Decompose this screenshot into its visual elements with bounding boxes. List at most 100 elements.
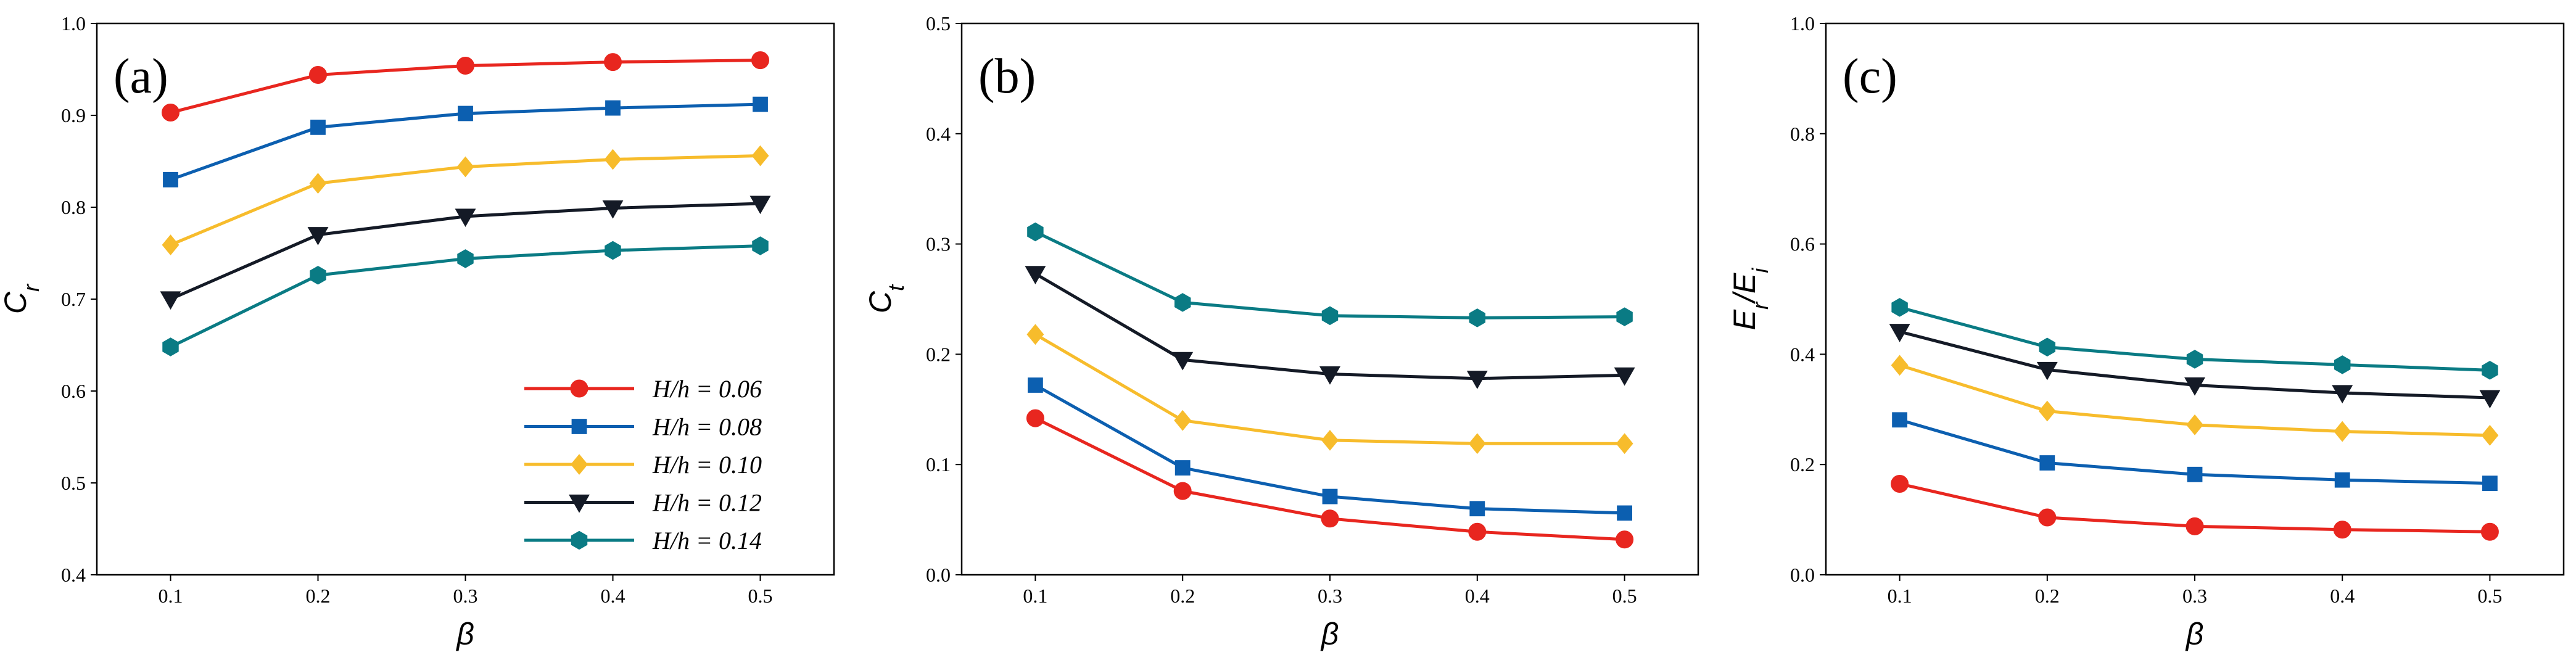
data-point — [1321, 429, 1339, 451]
data-point — [162, 234, 180, 255]
data-point — [751, 51, 769, 70]
data-point — [456, 57, 474, 75]
chart-panel-3: 0.1 0.2 0.3 0.4 0.5 0.0 0.2 0.4 0.6 0.8 1.0 β Er/Ei (… — [1727, 12, 2565, 651]
data-point — [753, 96, 768, 112]
x-axis-label: β — [2185, 617, 2204, 651]
series-h-h-0-06 — [1026, 409, 1634, 549]
data-point — [2036, 361, 2058, 381]
series-h-h-0-08 — [163, 96, 768, 187]
data-point — [310, 119, 326, 135]
data-point — [1466, 371, 1488, 389]
legend-label: H/h = 0.10 — [652, 451, 762, 479]
data-point — [2039, 455, 2055, 471]
series-h-h-0-06 — [1891, 474, 2499, 541]
x-tick-label: 0.2 — [306, 585, 331, 607]
data-point — [1889, 324, 1910, 342]
y-tick-label: 0.2 — [926, 343, 951, 365]
data-point — [309, 65, 327, 84]
x-tick-label: 0.2 — [2035, 585, 2060, 607]
data-point — [604, 53, 622, 72]
legend-marker — [570, 379, 588, 398]
y-tick-label: 0.9 — [61, 104, 86, 126]
x-axis-label: β — [455, 617, 474, 651]
panel-label: (c) — [1843, 49, 1897, 104]
data-point — [749, 196, 771, 215]
data-point — [457, 249, 474, 268]
data-point — [1616, 530, 1634, 549]
legend-label: H/h = 0.12 — [652, 489, 762, 517]
series-h-h-0-06 — [162, 51, 769, 122]
data-point — [2334, 472, 2350, 488]
data-point — [1174, 460, 1191, 476]
x-tick-label: 0.5 — [2477, 585, 2502, 607]
series-h-h-0-10 — [1891, 355, 2499, 446]
data-point — [605, 241, 621, 260]
y-axis-label: Ct — [863, 284, 909, 313]
data-point — [2334, 355, 2351, 374]
x-tick-label: 0.3 — [453, 585, 478, 607]
data-point — [2038, 508, 2057, 527]
data-point — [2334, 421, 2351, 442]
data-point — [1028, 377, 1043, 393]
y-tick-label: 0.1 — [926, 453, 951, 476]
data-point — [1321, 509, 1339, 528]
series-h-h-0-08 — [1892, 412, 2498, 491]
legend-marker — [569, 494, 590, 513]
data-point — [2479, 390, 2501, 409]
data-point — [751, 145, 769, 167]
x-tick-label: 0.3 — [1318, 585, 1342, 607]
legend-marker — [571, 454, 588, 475]
data-point — [455, 208, 476, 228]
data-point — [2186, 350, 2203, 369]
y-tick-label: 1.0 — [1790, 12, 1815, 35]
y-tick-label: 0.2 — [1790, 453, 1815, 476]
x-tick-label: 0.5 — [748, 585, 773, 607]
data-point — [2332, 385, 2353, 404]
y-tick-label: 0.0 — [926, 564, 951, 586]
data-point — [163, 171, 178, 187]
series-h-h-0-14 — [1027, 222, 1633, 327]
data-point — [2480, 522, 2499, 541]
series-h-h-0-10 — [1026, 324, 1633, 455]
data-point — [1891, 474, 1909, 493]
data-point — [1468, 522, 1487, 541]
data-point — [1174, 293, 1191, 312]
legend-label: H/h = 0.08 — [652, 413, 762, 441]
panel-label: (b) — [978, 49, 1036, 104]
data-point — [310, 265, 326, 285]
y-tick-label: 0.6 — [61, 380, 86, 402]
data-point — [1468, 433, 1486, 455]
series-h-h-0-08 — [1028, 377, 1632, 521]
data-point — [160, 291, 181, 310]
data-point — [1319, 366, 1340, 385]
y-tick-label: 0.0 — [1790, 564, 1815, 586]
x-tick-label: 0.3 — [2182, 585, 2207, 607]
series-line — [1034, 272, 1625, 381]
x-tick-label: 0.1 — [159, 585, 183, 607]
series-h-h-0-10 — [162, 145, 769, 255]
chart-panel-2: 0.1 0.2 0.3 0.4 0.5 0.0 0.1 0.2 0.3 0.4 0.5 β Ct (b) — [863, 12, 1699, 651]
legend-marker — [571, 530, 588, 550]
x-tick-label: 0.4 — [2330, 585, 2355, 607]
data-point — [1027, 222, 1044, 242]
x-tick-label: 0.4 — [1465, 585, 1490, 607]
data-point — [605, 100, 621, 116]
data-point — [2038, 400, 2056, 422]
data-point — [2333, 521, 2351, 539]
data-point — [1174, 410, 1192, 431]
data-point — [1616, 433, 1633, 455]
y-tick-label: 0.5 — [926, 12, 951, 35]
y-tick-label: 0.7 — [61, 288, 86, 310]
data-point — [458, 105, 473, 121]
data-point — [1891, 298, 1908, 317]
x-tick-label: 0.5 — [1612, 585, 1637, 607]
data-point — [162, 104, 180, 122]
data-point — [1614, 367, 1635, 386]
data-point — [2187, 466, 2203, 482]
data-point — [456, 156, 474, 178]
series-h-h-0-12 — [160, 196, 771, 310]
data-point — [2481, 424, 2499, 446]
data-point — [1026, 409, 1044, 427]
y-tick-label: 0.3 — [926, 233, 951, 255]
